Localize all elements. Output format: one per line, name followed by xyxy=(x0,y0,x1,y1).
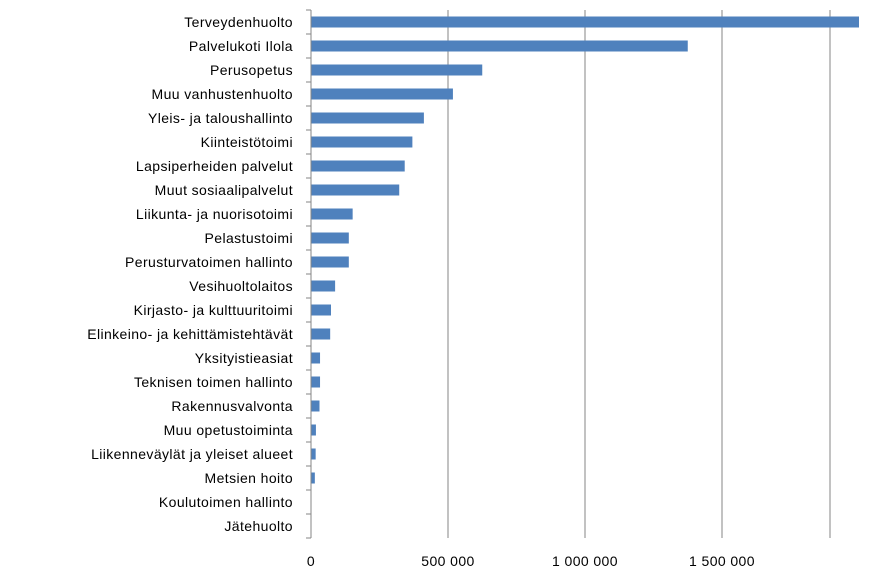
category-label: Rakennusvalvonta xyxy=(171,398,293,414)
bar xyxy=(311,16,859,28)
category-label: Metsien hoito xyxy=(205,470,293,486)
category-label: Muut sosiaalipalvelut xyxy=(155,182,293,198)
category-label: Yleis- ja taloushallinto xyxy=(148,110,293,126)
category-label: Palvelukoti Ilola xyxy=(189,38,293,54)
category-label: Terveydenhuolto xyxy=(184,14,293,30)
bar xyxy=(311,304,331,316)
category-label: Muu opetustoiminta xyxy=(164,422,293,438)
bar xyxy=(311,184,400,196)
x-tick-label: 1 500 000 xyxy=(689,553,755,569)
bars xyxy=(311,16,859,484)
category-label: Liikenneväylät ja yleiset alueet xyxy=(91,446,293,462)
category-label: Liikunta- ja nuorisotoimi xyxy=(136,206,293,222)
x-tick-label: 0 xyxy=(307,553,315,569)
x-tick-label: 1 000 000 xyxy=(552,553,618,569)
bar xyxy=(311,424,316,436)
category-label: Elinkeino- ja kehittämistehtävät xyxy=(87,326,293,342)
bar xyxy=(311,232,349,244)
bar xyxy=(311,208,353,220)
bar xyxy=(311,376,321,388)
bar xyxy=(311,328,331,340)
category-label: Jätehuolto xyxy=(224,518,293,534)
bar xyxy=(311,472,315,484)
bar xyxy=(311,280,336,292)
bar xyxy=(311,448,316,460)
axes xyxy=(306,9,312,539)
category-label: Teknisen toimen hallinto xyxy=(134,374,293,390)
category-label: Pelastustoimi xyxy=(205,230,293,246)
bar xyxy=(311,40,688,52)
bar xyxy=(311,88,453,100)
grid-lines xyxy=(447,10,831,538)
category-label: Yksityistieasiat xyxy=(195,350,293,366)
bar xyxy=(311,112,424,124)
bar xyxy=(311,400,320,412)
category-label: Kiinteistötoimi xyxy=(201,134,293,150)
bar xyxy=(311,256,349,268)
category-label: Perusopetus xyxy=(210,62,293,78)
x-tick-label: 500 000 xyxy=(421,553,474,569)
bar xyxy=(311,136,413,148)
category-label: Vesihuoltolaitos xyxy=(189,278,293,294)
bar xyxy=(311,160,405,172)
category-label: Perusturvatoimen hallinto xyxy=(125,254,293,270)
category-label: Lapsiperheiden palvelut xyxy=(136,158,293,174)
category-label: Koulutoimen hallinto xyxy=(159,494,293,510)
x-tick-labels: 0 500 000 1 000 000 1 500 000 xyxy=(307,553,755,569)
category-label: Kirjasto- ja kulttuuritoimi xyxy=(134,302,293,318)
bar xyxy=(311,352,321,364)
category-labels: Terveydenhuolto Palvelukoti Ilola Perusope… xyxy=(87,14,293,534)
category-label: Muu vanhustenhuolto xyxy=(152,86,293,102)
bar xyxy=(311,64,483,76)
